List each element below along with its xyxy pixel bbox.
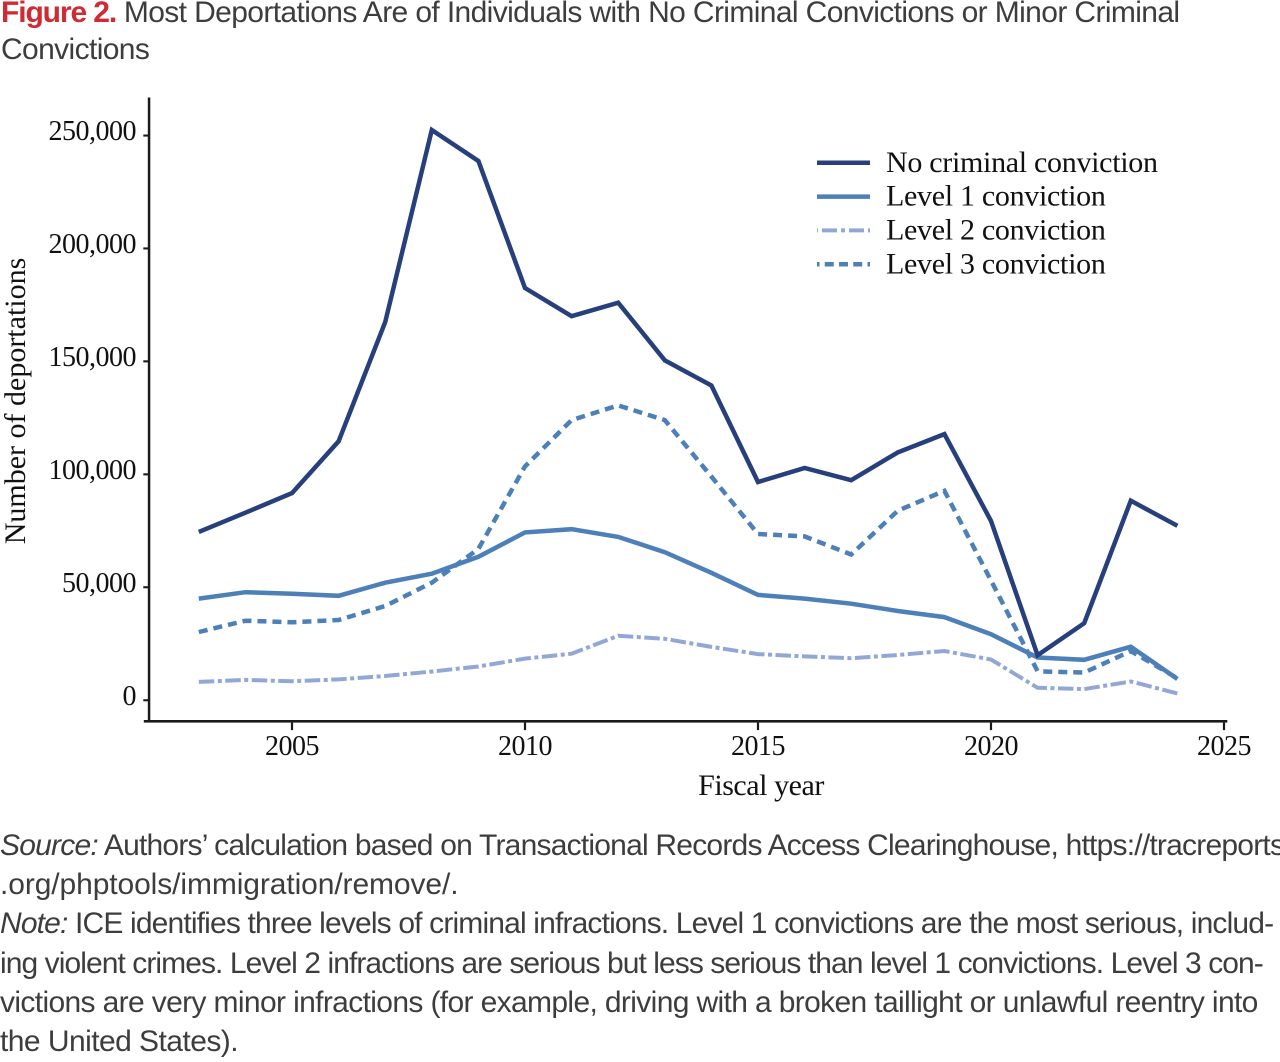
svg-text:200,000: 200,000 (49, 229, 137, 260)
svg-text:Number of deportations: Number of deportations (0, 258, 32, 545)
svg-text:2020: 2020 (964, 731, 1018, 762)
svg-text:0: 0 (123, 681, 137, 712)
svg-text:2025: 2025 (1197, 731, 1251, 762)
svg-text:2010: 2010 (498, 731, 552, 762)
svg-text:100,000: 100,000 (49, 455, 137, 486)
svg-text:150,000: 150,000 (49, 342, 137, 373)
svg-text:Level 2 conviction: Level 2 conviction (886, 214, 1106, 247)
svg-text:No criminal conviction: No criminal conviction (886, 146, 1158, 179)
svg-text:Level 3 conviction: Level 3 conviction (886, 247, 1106, 280)
svg-text:2015: 2015 (731, 731, 785, 762)
svg-text:50,000: 50,000 (62, 568, 136, 599)
svg-text:250,000: 250,000 (49, 116, 137, 147)
svg-text:Fiscal year: Fiscal year (698, 769, 824, 802)
svg-text:Level 1 conviction: Level 1 conviction (886, 180, 1106, 213)
svg-text:2005: 2005 (265, 731, 319, 762)
